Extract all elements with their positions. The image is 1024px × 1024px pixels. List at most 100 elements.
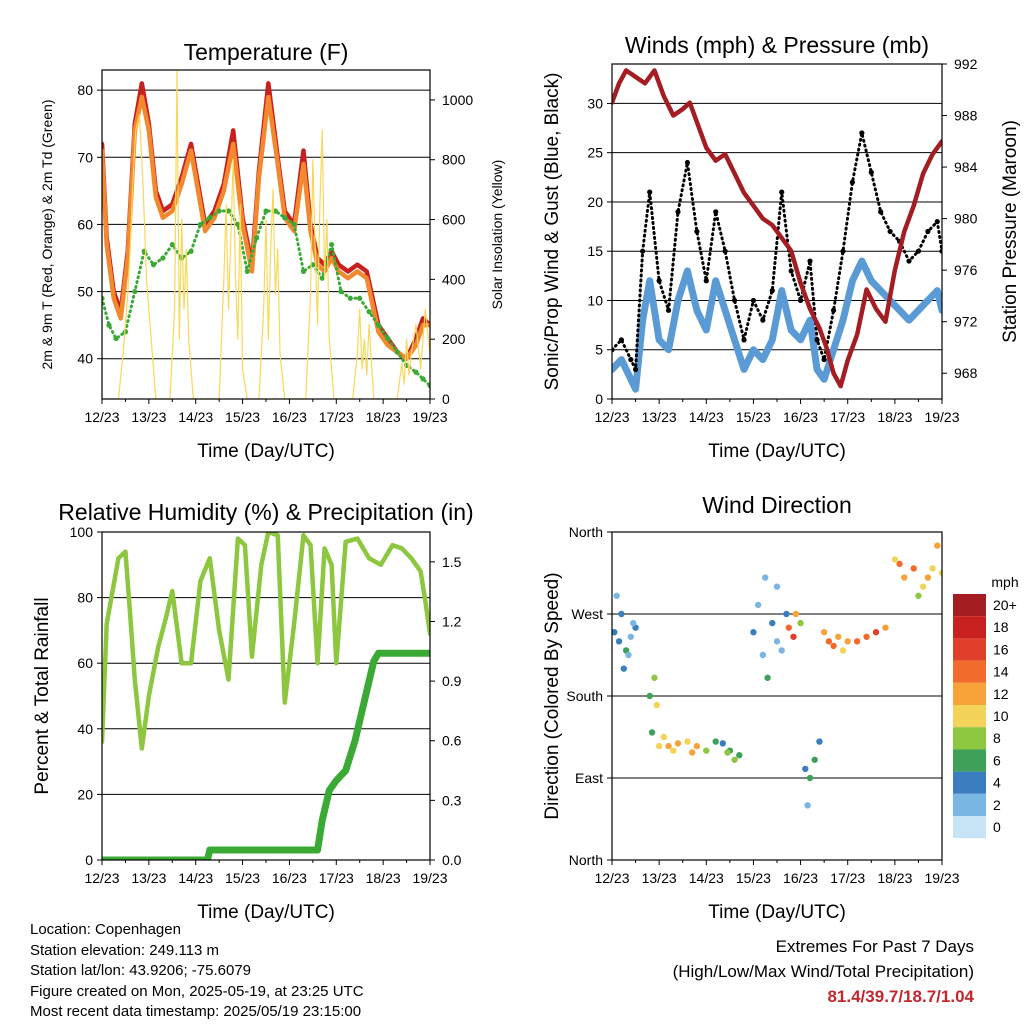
direction-point: [820, 629, 828, 636]
direction-point: [660, 733, 668, 741]
extremes-box: Extremes For Past 7 Days (High/Low/Max W…: [673, 934, 974, 1009]
colorbar-swatch: [953, 660, 986, 683]
direction-point: [674, 740, 682, 747]
y-tick-label: East: [575, 770, 603, 786]
direction-point: [910, 565, 917, 572]
direction-point: [811, 756, 818, 763]
direction-point: [688, 749, 696, 756]
direction-point: [750, 629, 757, 636]
right-axis-label: Solar Insolation (Yellow): [489, 160, 505, 310]
direction-point: [839, 647, 847, 654]
direction-point: [938, 569, 942, 577]
x-tick-label: 16/23: [272, 870, 307, 886]
y-tick-label: 20: [587, 194, 603, 210]
direction-point: [653, 701, 660, 709]
figure-created: Figure created on Mon, 2025-05-19, at 23…: [30, 982, 364, 1000]
direction-point: [648, 729, 656, 736]
x-tick-label: 17/23: [319, 409, 354, 425]
x-tick-label: 13/23: [131, 870, 166, 886]
x-tick-label: 17/23: [830, 870, 865, 886]
x-axis-label: Time (Day/UTC): [708, 902, 846, 923]
chart-title: Wind Direction: [702, 492, 852, 518]
plot-frame: [101, 531, 431, 861]
direction-point: [736, 752, 743, 759]
direction-point: [896, 560, 903, 568]
colorbar-swatch: [953, 594, 986, 617]
y-tick-label: 30: [587, 95, 603, 111]
x-tick-label: 13/23: [642, 870, 677, 886]
x-tick-label: 16/23: [783, 409, 818, 425]
direction-point: [762, 574, 769, 581]
colorbar-label: 8: [993, 730, 1001, 746]
direction-point: [783, 610, 790, 618]
x-tick-label: 19/23: [412, 870, 447, 886]
right-tick-label: 0.3: [442, 792, 462, 808]
y-tick-label: 80: [77, 590, 93, 606]
colorbar-title: mph: [991, 574, 1018, 590]
x-tick-label: 14/23: [689, 870, 724, 886]
colorbar-label: 10: [993, 708, 1009, 724]
series-2-line: [612, 132, 942, 376]
x-tick-label: 18/23: [877, 409, 912, 425]
colorbar-label: 0: [993, 819, 1001, 835]
x-tick-label: 19/23: [412, 409, 447, 425]
y-tick-label: South: [566, 688, 603, 704]
colorbar-swatch: [953, 638, 986, 661]
direction-point: [625, 651, 632, 659]
direction-point: [627, 633, 635, 640]
direction-point: [806, 774, 814, 782]
direction-point: [797, 619, 804, 627]
chart-title: Temperature (F): [184, 39, 349, 65]
extremes-subtitle: (High/Low/Max Wind/Total Precipitation): [672, 962, 974, 981]
direction-point: [651, 674, 658, 681]
x-axis-label: Time (Day/UTC): [708, 441, 846, 462]
x-axis-label: Time (Day/UTC): [197, 441, 335, 462]
x-tick-label: 14/23: [178, 409, 213, 425]
right-tick-label: 1000: [442, 92, 473, 108]
x-tick-label: 17/23: [830, 409, 865, 425]
chart-panel-3: Relative Humidity (%) & Precipitation (i…: [32, 499, 474, 923]
colorbar-swatch: [953, 682, 986, 705]
y-tick-label: 0: [595, 391, 603, 407]
y-tick-label: 80: [77, 82, 93, 98]
direction-point: [665, 742, 672, 750]
series-4-line: [102, 70, 430, 399]
direction-point: [891, 556, 899, 563]
direction-point: [778, 647, 785, 654]
x-tick-label: 15/23: [736, 409, 771, 425]
y-tick-label: 60: [77, 216, 93, 232]
x-tick-label: 18/23: [877, 870, 912, 886]
x-tick-label: 12/23: [594, 870, 629, 886]
direction-point: [863, 633, 870, 640]
y-axis-label: Percent & Total Rainfall: [32, 597, 53, 794]
chart-panel-2: Winds (mph) & Pressure (mb) 0 5 10 15 20 25 30 9…: [542, 32, 1021, 462]
x-tick-label: 15/23: [736, 870, 771, 886]
chart-title: Relative Humidity (%) & Precipitation (i…: [58, 499, 473, 525]
right-tick-label: 0: [442, 391, 450, 407]
x-tick-label: 18/23: [366, 870, 401, 886]
direction-point: [830, 642, 837, 650]
colorbar-label: 16: [993, 641, 1009, 657]
direction-point: [934, 542, 941, 549]
direction-point: [731, 756, 738, 763]
x-tick-label: 12/23: [84, 870, 119, 886]
station-latlon: Station lat/lon: 43.9206; -75.6079: [30, 962, 252, 980]
direction-point: [712, 738, 719, 745]
recent-timestamp: Most recent data timestamp: 2025/05/19 2…: [30, 1003, 362, 1021]
plot-frame: [101, 69, 431, 400]
direction-point: [759, 651, 767, 659]
direction-point: [769, 619, 776, 627]
colorbar-label: 18: [993, 619, 1009, 635]
right-tick-label: 200: [442, 331, 466, 347]
direction-point: [754, 601, 762, 609]
direction-point: [618, 610, 625, 618]
extremes-values: 81.4/39.7/18.7/1.04: [827, 987, 974, 1006]
direction-point: [630, 619, 637, 627]
right-tick-label: 0.0: [442, 852, 462, 868]
x-tick-label: 19/23: [924, 870, 959, 886]
direction-point: [804, 802, 811, 809]
colorbar-swatch: [953, 727, 986, 750]
chart-data-layer: [102, 532, 430, 860]
colorbar-swatch: [953, 705, 986, 728]
